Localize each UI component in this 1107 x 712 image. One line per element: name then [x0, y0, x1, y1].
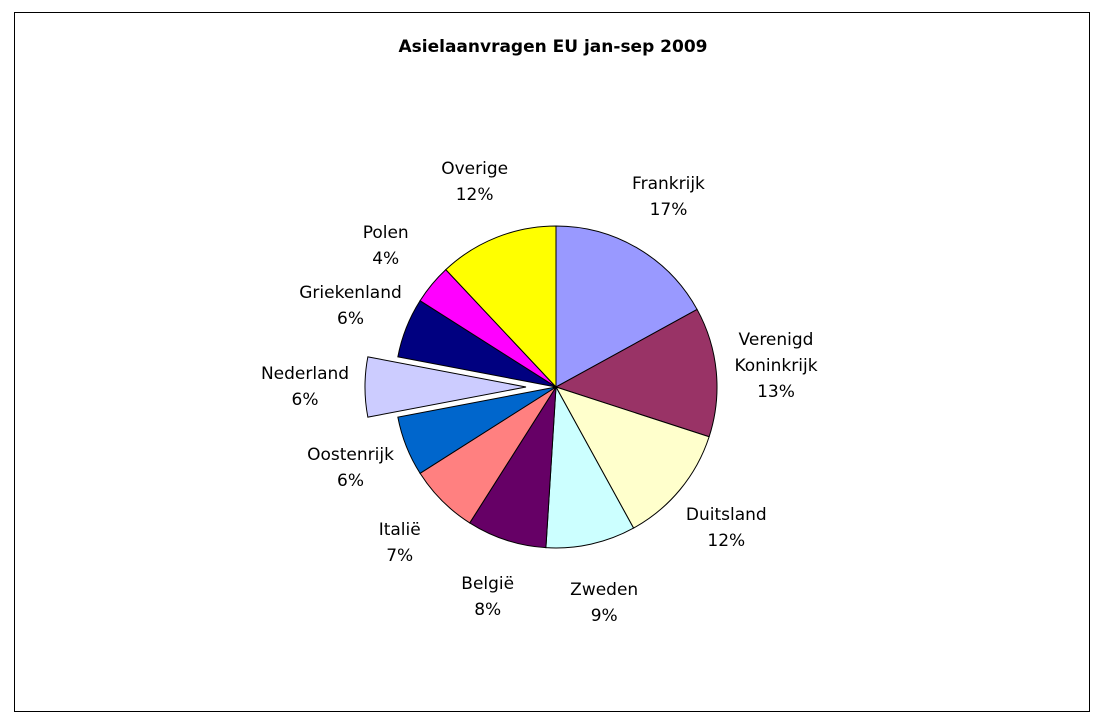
pie-slice [545, 385, 635, 549]
category-label: België [461, 574, 515, 595]
slice-label: Overige 12% [415, 156, 535, 208]
pie-slice [555, 225, 698, 388]
value-label: 6% [337, 471, 364, 492]
value-label: 6% [291, 390, 319, 410]
value-label: 4% [372, 249, 400, 270]
pie-slice [364, 356, 527, 418]
category-label: Zweden [570, 579, 639, 600]
slice-label: Griekenland 6% [291, 280, 411, 332]
slice-label: Nederland 6% [245, 361, 365, 413]
slice-label: Italië 7% [340, 517, 460, 569]
category-label: Polen [362, 223, 409, 244]
slice-label: Polen 4% [326, 220, 446, 272]
slice-label: Oostenrijk 6% [291, 442, 411, 494]
slice-label: Duitsland 12% [666, 502, 786, 554]
slice-label: België 8% [428, 571, 548, 623]
category-label: Griekenland [299, 282, 402, 303]
category-label: Verenigd Koninkrijk [734, 330, 818, 377]
pie-slice [397, 386, 557, 474]
category-label: Nederland [260, 364, 350, 384]
value-label: 12% [707, 530, 746, 551]
category-label: Oostenrijk [307, 445, 394, 466]
value-label: 6% [337, 308, 364, 329]
value-label: 17% [649, 199, 688, 220]
category-label: Frankrijk [632, 173, 705, 194]
category-label: Italië [378, 520, 421, 541]
value-label: 9% [590, 605, 618, 626]
pie-slice [445, 225, 557, 389]
value-label: 12% [455, 184, 494, 205]
value-label: 13% [757, 382, 795, 403]
slice-label: Frankrijk 17% [608, 171, 728, 223]
pie-slice [554, 386, 710, 529]
category-label: Overige [441, 158, 509, 179]
value-label: 8% [474, 600, 502, 621]
slice-label: Zweden 9% [544, 577, 664, 629]
category-label: Duitsland [685, 504, 767, 525]
chart-title: Asielaanvragen EU jan-sep 2009 [398, 37, 708, 57]
slice-label: Verenigd Koninkrijk 13% [716, 327, 836, 405]
value-label: 7% [386, 546, 414, 567]
pie-slice [554, 308, 718, 438]
